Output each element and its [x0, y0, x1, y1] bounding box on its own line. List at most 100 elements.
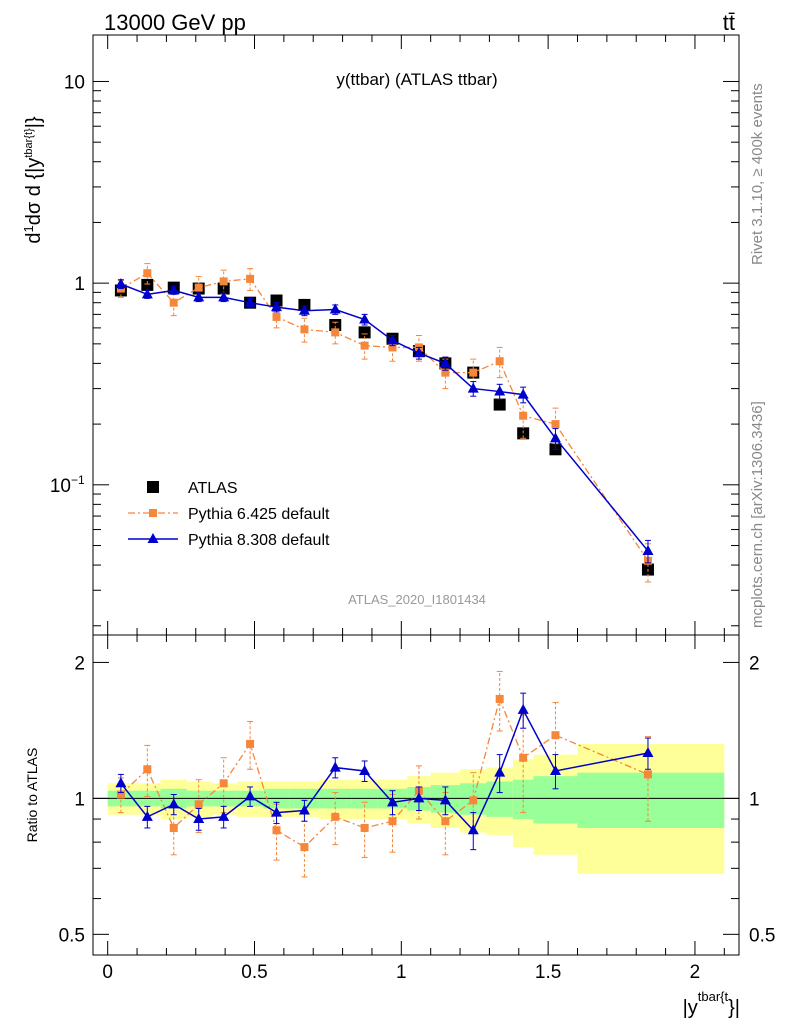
ratio-point-pythia-8-308-default: [467, 824, 479, 835]
legend-label-pythia6: Pythia 6.425 default: [188, 506, 330, 523]
x-axis-label: |ytbar{t}|: [683, 989, 740, 1019]
ratio-point-pythia-6-425-default: [495, 694, 504, 703]
main-point-pythia-6-425-default: [246, 274, 255, 283]
main-point-pythia-8-308-default: [439, 357, 451, 368]
main-point-pythia-6-425-default: [469, 368, 478, 377]
main-point-pythia-6-425-default: [169, 298, 178, 307]
main-point-atlas: [493, 398, 506, 411]
main-y-axis-label: d1dσ d {|ytbar{t}|}: [21, 116, 45, 244]
ratio-point-pythia-8-308-default: [439, 794, 451, 805]
main-point-pythia-8-308-default: [168, 284, 180, 295]
ratio-point-pythia-6-425-default: [643, 770, 652, 779]
x-tick-label: 0.5: [241, 962, 267, 983]
x-tick-label: 0: [102, 962, 113, 983]
main-point-pythia-6-425-default: [551, 420, 560, 429]
ratio-point-pythia-6-425-default: [360, 823, 369, 832]
ratio-point-pythia-8-308-default: [271, 806, 283, 817]
x-tick-label: 1: [396, 962, 407, 983]
ratio-point-pythia-6-425-default: [116, 790, 125, 799]
main-series-line-pythia-8-308-default: [120, 283, 649, 552]
ratio-point-pythia-6-425-default: [469, 796, 478, 805]
main-y-tick-label: 10: [50, 476, 71, 497]
ratio-y-tick-label: 1: [74, 789, 85, 810]
main-point-atlas: [141, 278, 154, 291]
ratio-point-pythia-6-425-default: [519, 753, 528, 762]
main-point-pythia-6-425-default: [219, 277, 228, 286]
ratio-y-tick-label-right: 2: [749, 653, 760, 674]
main-point-pythia-8-308-default: [642, 544, 654, 555]
main-point-pythia-6-425-default: [495, 357, 504, 366]
ratio-point-pythia-8-308-default: [193, 813, 205, 824]
main-point-pythia-8-308-default: [218, 291, 230, 302]
svg-text:d1dσ d {|ytbar{t}|}: d1dσ d {|ytbar{t}|}: [21, 116, 45, 244]
ratio-point-pythia-8-308-default: [329, 761, 341, 772]
main-point-pythia-8-308-default: [517, 388, 529, 399]
main-point-pythia-8-308-default: [413, 347, 425, 358]
main-y-tick-exponent: −1: [71, 473, 85, 487]
ratio-point-pythia-8-308-default: [115, 777, 127, 788]
ratio-y-tick-label-right: 0.5: [749, 925, 775, 946]
main-point-pythia-8-308-default: [193, 291, 205, 302]
main-point-pythia-8-308-default: [298, 304, 310, 315]
main-point-pythia-6-425-default: [143, 269, 152, 278]
main-point-pythia-8-308-default: [467, 382, 479, 393]
ratio-point-pythia-8-308-default: [168, 798, 180, 809]
main-point-pythia-6-425-default: [300, 325, 309, 334]
main-point-pythia-6-425-default: [272, 312, 281, 321]
ratio-plot-frame: [92, 634, 740, 956]
main-point-pythia-6-425-default: [194, 283, 203, 292]
legend-marker-atlas: [147, 481, 159, 493]
ratio-point-pythia-8-308-default: [298, 804, 310, 815]
ratio-series-line-pythia-8-308-default: [120, 708, 649, 832]
ratio-point-pythia-6-425-default: [169, 823, 178, 832]
main-point-pythia-6-425-default: [388, 343, 397, 352]
main-point-pythia-8-308-default: [115, 278, 127, 289]
ratio-point-pythia-8-308-default: [141, 810, 153, 821]
ratio-point-pythia-8-308-default: [413, 792, 425, 803]
main-point-atlas: [270, 294, 283, 307]
ratio-point-pythia-8-308-default: [387, 796, 399, 807]
ratio-point-pythia-6-425-default: [441, 817, 450, 826]
main-point-pythia-6-425-default: [519, 411, 528, 420]
main-point-pythia-6-425-default: [441, 368, 450, 377]
ratio-y-tick-label: 2: [74, 653, 85, 674]
legend-marker-pythia6: [149, 509, 157, 517]
ratio-y-tick-label-right: 1: [749, 789, 760, 810]
main-point-pythia-8-308-default: [271, 301, 283, 312]
ratio-point-pythia-6-425-default: [331, 812, 340, 821]
x-tick-label: 2: [690, 962, 701, 983]
main-point-pythia-6-425-default: [331, 328, 340, 337]
ratio-point-pythia-6-425-default: [219, 779, 228, 788]
main-title: y(ttbar) (ATLAS ttbar): [336, 70, 497, 89]
ratio-y-axis-label: Ratio to ATLAS: [24, 748, 40, 843]
legend-marker-pythia8: [147, 533, 159, 543]
ratio-band-stat: [577, 772, 725, 828]
main-point-pythia-8-308-default: [387, 334, 399, 345]
main-point-pythia-8-308-default: [359, 313, 371, 324]
side-label-rivet: Rivet 3.1.10, ≥ 400k events: [749, 83, 766, 265]
ratio-point-pythia-8-308-default: [218, 810, 230, 821]
main-point-pythia-8-308-default: [549, 432, 561, 443]
side-label-mcplots: mcplots.cern.ch [arXiv:1306.3436]: [749, 401, 766, 628]
header-left-title: 13000 GeV pp: [104, 10, 246, 35]
main-point-pythia-6-425-default: [360, 341, 369, 350]
ratio-point-pythia-6-425-default: [272, 826, 281, 835]
header-right-title: tt̄: [723, 10, 735, 35]
ratio-point-pythia-8-308-default: [244, 790, 256, 801]
ratio-point-pythia-6-425-default: [194, 800, 203, 809]
main-y-tick-label: 10: [64, 72, 85, 93]
ratio-point-pythia-6-425-default: [388, 817, 397, 826]
main-point-pythia-8-308-default: [244, 296, 256, 307]
ratio-point-pythia-6-425-default: [246, 739, 255, 748]
ratio-point-pythia-6-425-default: [143, 765, 152, 774]
main-point-atlas: [358, 326, 371, 339]
ratio-point-pythia-6-425-default: [300, 843, 309, 852]
main-point-pythia-8-308-default: [494, 385, 506, 396]
ratio-point-pythia-8-308-default: [359, 764, 371, 775]
main-series-line-pythia-6-425-default: [120, 272, 649, 562]
ratio-point-pythia-8-308-default: [494, 766, 506, 777]
x-tick-label: 1.5: [535, 962, 561, 983]
main-point-pythia-8-308-default: [329, 303, 341, 314]
